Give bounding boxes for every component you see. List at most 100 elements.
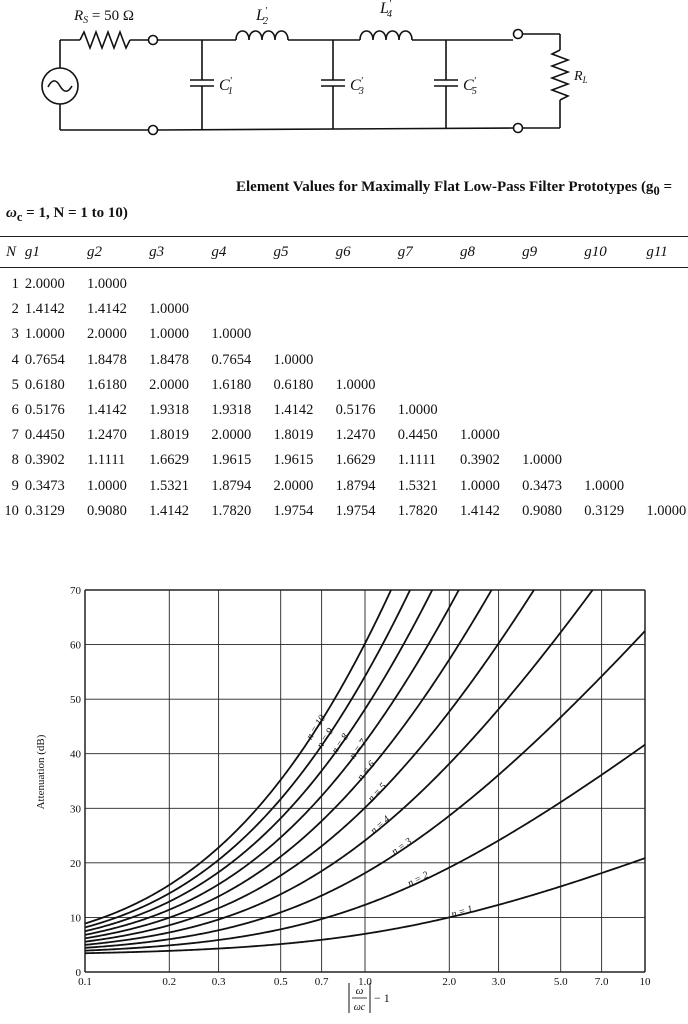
element-value-cell: 0.6180 xyxy=(273,376,314,393)
element-value-cell: 1.0000 xyxy=(273,351,314,368)
element-value-cell: 1.9318 xyxy=(211,402,252,419)
row-order-cell: 3 xyxy=(11,326,19,343)
y-tick-label: 10 xyxy=(70,912,82,924)
y-tick-label: 20 xyxy=(70,858,82,870)
element-value-cell: 1.0000 xyxy=(459,427,500,444)
y-tick-label: 30 xyxy=(70,803,82,815)
row-order-cell: 6 xyxy=(11,402,19,419)
element-value-cell: 1.6180 xyxy=(211,376,252,393)
element-value-cell: 0.4450 xyxy=(397,427,438,444)
element-value-cell xyxy=(584,398,646,423)
output-terminal-bottom xyxy=(512,122,524,134)
element-value-cell: 1.0000 xyxy=(149,301,190,318)
svg-text:ωc: ωc xyxy=(354,1002,366,1013)
element-value-cell: 1.8019 xyxy=(149,427,190,444)
column-header-g3: g3 xyxy=(149,236,212,268)
y-tick-label: 60 xyxy=(70,640,82,652)
element-value-cell: 0.6180 xyxy=(24,376,65,393)
element-value-cell xyxy=(211,297,273,322)
element-value-cell: 1.0000 xyxy=(584,477,625,494)
element-value-cell: 1.9754 xyxy=(335,502,376,519)
element-value-cell: 1.5321 xyxy=(397,477,438,494)
element-value-cell xyxy=(584,297,646,322)
x-tick-label: 0.5 xyxy=(274,976,288,988)
element-value-cell: 1.0000 xyxy=(87,276,127,293)
column-header-g5: g5 xyxy=(273,236,336,268)
element-value-cell xyxy=(522,348,584,373)
column-header-g1: g1 xyxy=(24,236,88,268)
element-value-cell xyxy=(273,297,335,322)
element-value-cell: 1.0000 xyxy=(522,452,562,469)
attenuation-curve-n5 xyxy=(85,590,536,943)
table-row: 4 0.7654 1.8478 1.8478 0.7654 1.0000 xyxy=(0,348,688,373)
element-value-cell: 0.3902 xyxy=(24,452,65,469)
load-resistor-icon xyxy=(549,49,571,101)
column-header-g6: g6 xyxy=(335,236,398,268)
element-value-cell xyxy=(149,268,211,298)
table-body: 1 2.0000 1.0000 2 1.4142 1.4142 1.0000 3 1.0000 2… xyxy=(0,268,688,524)
table-row: 6 0.5176 1.4142 1.9318 1.9318 1.4142 0.5176 1.0… xyxy=(0,398,688,423)
element-value-cell xyxy=(522,297,584,322)
attenuation-curve-n10 xyxy=(85,590,393,925)
element-value-cell: 1.0000 xyxy=(646,502,687,519)
x-tick-label: 7.0 xyxy=(595,976,609,988)
element-value-cell xyxy=(646,423,688,448)
capacitor-c3-label: C' 3 xyxy=(350,76,364,97)
element-value-cell: 0.3129 xyxy=(584,502,625,519)
capacitor-c1-icon xyxy=(190,40,214,130)
element-value-cell xyxy=(460,348,522,373)
inductor-l4-icon xyxy=(359,30,413,41)
element-value-cell: 1.9754 xyxy=(273,502,314,519)
element-value-cell xyxy=(646,348,688,373)
caption-line1: Element Values for Maximally Flat Low-Pa… xyxy=(235,179,654,195)
element-value-cell xyxy=(646,448,688,473)
capacitor-c1-label: C' 1 xyxy=(219,76,233,97)
element-value-cell: 1.6629 xyxy=(149,452,190,469)
row-order-cell: 9 xyxy=(11,477,19,494)
y-tick-label: 0 xyxy=(76,967,82,979)
output-terminal-top xyxy=(512,28,524,40)
element-value-cell: 2.0000 xyxy=(149,376,190,393)
x-tick-label: 0.7 xyxy=(315,976,329,988)
element-value-cell: 1.8794 xyxy=(211,477,252,494)
curve-label-n3: n = 3 xyxy=(390,836,414,858)
table-row: 3 1.0000 2.0000 1.0000 1.0000 xyxy=(0,322,688,347)
element-value-cell: 1.0000 xyxy=(24,326,65,343)
curve-label-n2: n = 2 xyxy=(406,870,430,890)
curve-label-n5: n = 5 xyxy=(366,781,389,804)
caption-line2: = 1, N = 1 to 10) xyxy=(22,205,128,221)
svg-text:ω: ω xyxy=(356,985,364,997)
column-header-g10: g10 xyxy=(584,236,647,268)
element-value-cell: 1.4142 xyxy=(149,502,190,519)
element-value-cell: 1.8478 xyxy=(149,351,190,368)
row-order-cell: 10 xyxy=(4,502,19,519)
element-value-cell: 1.7820 xyxy=(397,502,438,519)
x-tick-label: 0.3 xyxy=(212,976,226,988)
attenuation-curve-n7 xyxy=(85,590,460,936)
element-value-cell xyxy=(646,398,688,423)
x-tick-label: 0.1 xyxy=(78,976,92,988)
element-value-cell: 0.3129 xyxy=(24,502,65,519)
column-header-g4: g4 xyxy=(211,236,274,268)
element-value-cell: 1.2470 xyxy=(87,427,127,444)
capacitor-c5-label: C' 5 xyxy=(463,76,477,97)
element-value-cell: 0.3473 xyxy=(24,477,65,494)
y-tick-label: 50 xyxy=(70,694,82,706)
curve-label-n4: n = 4 xyxy=(369,814,393,837)
attenuation-curve-n9 xyxy=(85,590,412,929)
attenuation-curve-n4 xyxy=(85,590,594,946)
capacitor-c5-icon xyxy=(434,40,458,128)
source-resistance-label: RS = 50 Ω xyxy=(73,8,134,26)
y-axis-label: Attenuation (dB) xyxy=(35,734,47,809)
element-value-cell xyxy=(584,448,646,473)
input-terminal-top xyxy=(147,34,159,46)
element-value-cell xyxy=(646,322,688,347)
element-value-cell: 1.6629 xyxy=(335,452,376,469)
attenuation-curve-n3 xyxy=(85,630,645,949)
element-value-cell xyxy=(584,268,646,298)
row-order-cell: 8 xyxy=(11,452,19,469)
element-value-cell: 1.4142 xyxy=(273,402,314,419)
circuit-diagram: RS = 50 Ω L' 2 L' 4 C' 1 C' 3 C' 5 RL xyxy=(41,0,588,136)
element-value-cell: 0.3902 xyxy=(459,452,500,469)
